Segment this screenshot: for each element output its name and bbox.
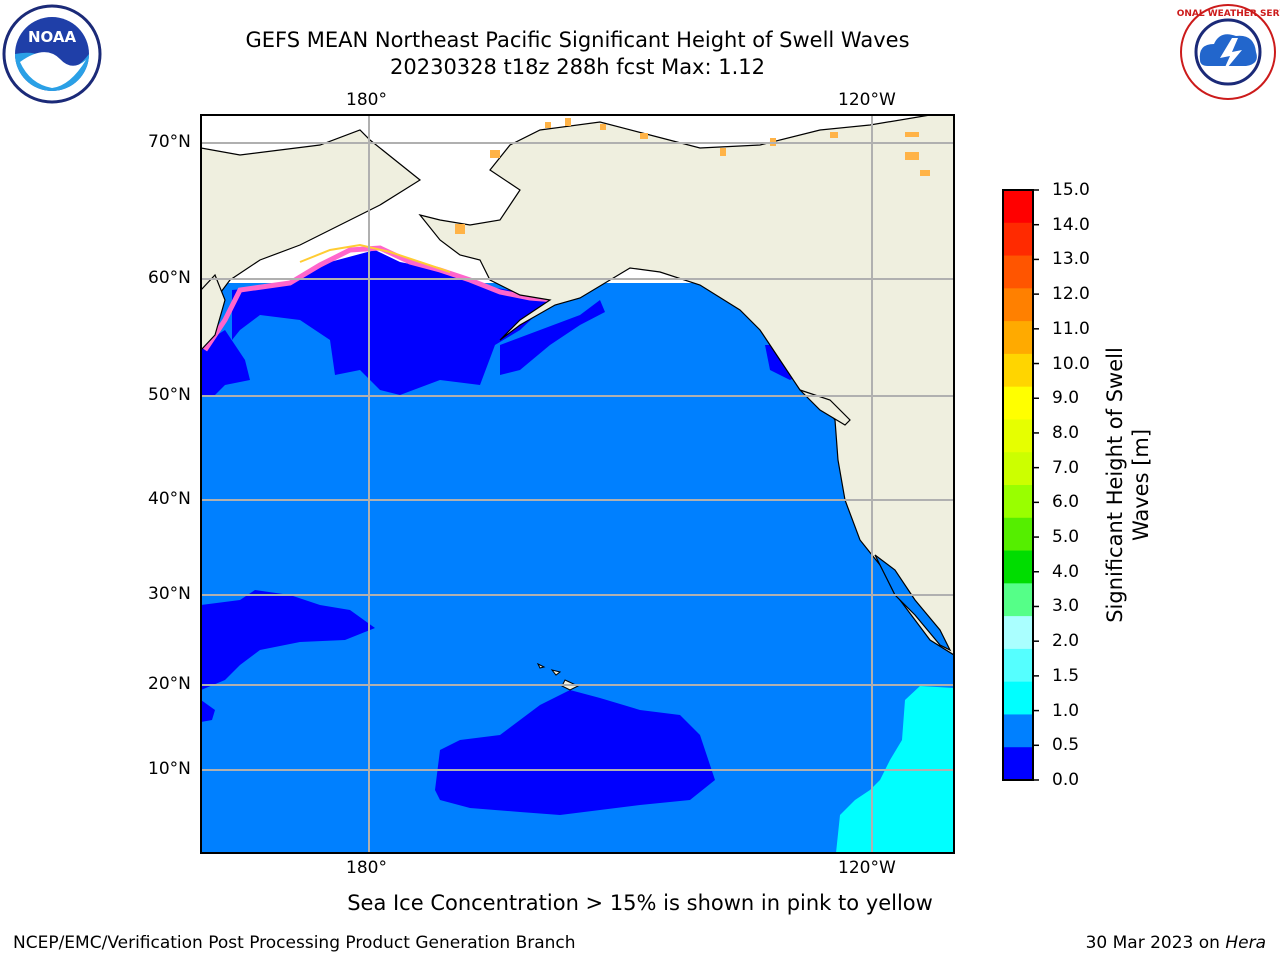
- lon-label-bottom-180: 180°: [346, 858, 387, 878]
- noaa-logo: NOAA: [2, 4, 102, 104]
- colorbar-label-line2: Waves [m]: [1129, 428, 1153, 542]
- colorbar-tick-label: 11.0: [1052, 318, 1090, 339]
- lat-label-60n: 60°N: [148, 268, 191, 288]
- lat-label-50n: 50°N: [148, 385, 191, 405]
- colorbar-tick-label: 10.0: [1052, 353, 1090, 374]
- colorbar-segment: [1003, 616, 1033, 650]
- lon-label-top-180: 180°: [346, 90, 387, 110]
- colorbar-tick-label: 6.0: [1052, 492, 1080, 513]
- colorbar-segment: [1003, 386, 1033, 420]
- colorbar: [1002, 189, 1039, 781]
- land-kamchatka: [201, 273, 226, 351]
- west-pacific-low-swell-2: [201, 700, 215, 722]
- colorbar-segment: [1003, 485, 1033, 519]
- colorbar-tick-label: 5.0: [1052, 527, 1080, 548]
- chart-subtitle: 20230328 t18z 288h fcst Max: 1.12: [390, 55, 765, 79]
- sea-ice-edge-outer: [299, 243, 451, 273]
- colorbar-tick-label: 8.0: [1052, 422, 1080, 443]
- nws-logo: NATIONAL WEATHER SERVICE: [1176, 4, 1280, 100]
- colorbar-segment: [1003, 550, 1033, 584]
- colorbar-tick-label: 7.0: [1052, 457, 1080, 478]
- lat-label-20n: 20°N: [148, 674, 191, 694]
- land-alaska-canada: [418, 115, 954, 656]
- colorbar-segment: [1003, 714, 1033, 748]
- graticule: [201, 115, 954, 853]
- arctic-ice-coast-markers: [455, 118, 930, 234]
- colorbar-segment: [1003, 255, 1033, 289]
- land-vancouver-island: [799, 389, 851, 426]
- colorbar-segment: [1003, 190, 1033, 224]
- footer-branch: NCEP/EMC/Verification Post Processing Pr…: [13, 933, 576, 953]
- colorbar-tick-label: 2.0: [1052, 631, 1080, 652]
- lat-label-70n: 70°N: [148, 132, 191, 152]
- noaa-logo-text: NOAA: [28, 28, 77, 46]
- chart-title: GEFS MEAN Northeast Pacific Significant …: [245, 28, 910, 52]
- gulf-alaska-low-swell: [500, 300, 605, 375]
- footer-date-text: 30 Mar 2023 on: [1085, 933, 1220, 953]
- colorbar-tick-label: 9.0: [1052, 388, 1080, 409]
- colorbar-segment: [1003, 419, 1033, 453]
- colorbar-segment: [1003, 747, 1033, 781]
- colorbar-segment: [1003, 452, 1033, 486]
- colorbar-segment: [1003, 583, 1033, 617]
- colorbar-tick-label: 4.0: [1052, 561, 1080, 582]
- colorbar-segment: [1003, 681, 1033, 715]
- map-frame: [200, 114, 955, 854]
- colorbar-segment: [1003, 517, 1033, 552]
- colorbar-segment: [1003, 288, 1033, 322]
- lon-label-bottom-120w: 120°W: [838, 858, 896, 878]
- lon-label-top-120w: 120°W: [838, 90, 896, 110]
- sea-ice-note-text: Sea Ice Concentration > 15% is shown in …: [347, 891, 933, 915]
- bering-sea-low-swell: [232, 250, 552, 395]
- nws-logo-text: NATIONAL WEATHER SERVICE: [1176, 9, 1280, 19]
- lat-label-10n: 10°N: [148, 759, 191, 779]
- colorbar-segment: [1003, 222, 1033, 257]
- colorbar-tick-label: 1.0: [1052, 700, 1080, 721]
- footer-host: Hera: [1225, 933, 1266, 953]
- colorbar-tick-label: 1.5: [1052, 665, 1080, 686]
- aleutian-west-low-swell: [201, 330, 250, 395]
- colorbar-label-line1: Significant Height of Swell: [1103, 347, 1127, 623]
- colorbar-tick-label: 0.5: [1052, 735, 1080, 756]
- colorbar-tick-label: 12.0: [1052, 284, 1090, 305]
- colorbar-segment: [1003, 353, 1033, 388]
- colorbar-tick-label: 14.0: [1052, 214, 1090, 235]
- colorbar-tick-label: 0.0: [1052, 770, 1080, 790]
- footer-date: 30 Mar 2023 on Hera: [1086, 932, 1266, 954]
- central-pacific-low-swell: [435, 690, 715, 815]
- colorbar-label: Significant Height of Swell Waves [m]: [1102, 347, 1154, 623]
- sea-ice-note: Sea Ice Concentration > 15% is shown in …: [0, 890, 1280, 916]
- land-baja-peninsula: [874, 554, 952, 652]
- colorbar-tick-label: 15.0: [1052, 180, 1090, 200]
- colorbar-segment: [1003, 321, 1033, 355]
- west-pacific-low-swell: [201, 590, 375, 690]
- lat-label-40n: 40°N: [148, 489, 191, 509]
- colorbar-tick-label: 13.0: [1052, 249, 1090, 270]
- lat-label-30n: 30°N: [148, 584, 191, 604]
- sea-ice-edge: [202, 245, 556, 352]
- colorbar-segment: [1003, 648, 1033, 683]
- colorbar-frame: [1002, 189, 1034, 781]
- colorbar-tick-label: 3.0: [1052, 596, 1080, 617]
